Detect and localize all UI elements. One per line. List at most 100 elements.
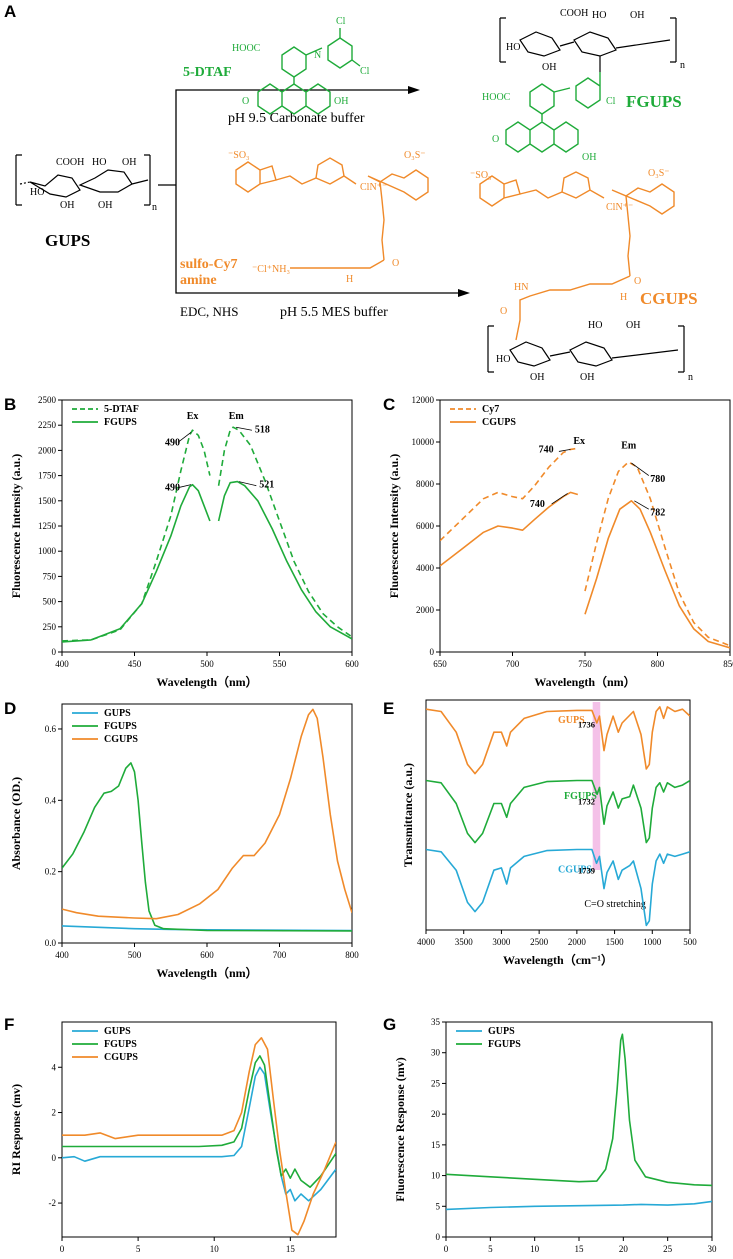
label-fgups: FGUPS — [564, 791, 597, 802]
annotation-peak: 490 — [165, 483, 180, 494]
x-tick-label: 10 — [210, 1244, 220, 1254]
series-line-gups — [62, 1066, 336, 1202]
x-tick-label: 800 — [651, 659, 665, 669]
x-tick-label: 600 — [345, 659, 359, 669]
y-axis-label: Fluorescence Intensity (a.u.) — [387, 454, 401, 598]
y-tick-label: -2 — [49, 1198, 57, 1208]
dtaf-xanthene — [257, 83, 331, 115]
fgups-label: FGUPS — [626, 92, 682, 111]
gups-structure — [15, 154, 151, 206]
y-tick-label: 2 — [52, 1108, 57, 1118]
cy7-condition-right: pH 5.5 MES buffer — [280, 305, 388, 320]
x-tick-label: 500 — [683, 937, 697, 947]
annotation-peak: 490 — [165, 437, 180, 448]
cgups-backbone-atoms: HO OH HO OH OH n — [496, 320, 693, 383]
cy7-o3s: O₃S⁻ — [404, 150, 426, 161]
x-tick-label: 3000 — [492, 937, 511, 947]
x-tick-label: 2500 — [530, 937, 549, 947]
gups-ring-2 — [78, 169, 133, 193]
x-tick-label: 700 — [273, 950, 287, 960]
label-cgups: CGUPS — [558, 865, 592, 876]
y-tick-label: 1000 — [38, 546, 57, 556]
legend-label: GUPS — [104, 708, 131, 719]
dtaf-o: O — [242, 96, 249, 107]
x-tick-label: 500 — [128, 950, 142, 960]
y-tick-label: 10 — [431, 1171, 441, 1181]
annotation-peak: 782 — [650, 508, 665, 519]
x-tick-label: 600 — [200, 950, 214, 960]
series-line-cgups — [62, 1037, 336, 1236]
panel-c-chart: C 650 700 750 800 850 0 2000 4000 6000 8000 10000 12… — [383, 395, 733, 689]
annotation-arrow — [177, 431, 192, 443]
gups-oh-2: OH — [60, 200, 74, 211]
x-tick-label: 15 — [286, 1244, 296, 1254]
legend-label: Cy7 — [482, 404, 499, 415]
y-tick-label: 2250 — [38, 420, 57, 430]
panel-letter-g: G — [383, 1015, 396, 1034]
gups-ho-2: HO — [30, 187, 44, 198]
cgups-o-1: O — [500, 306, 507, 317]
cgups-oh: OH — [626, 320, 640, 331]
fgups-dye-atoms: HOOC Cl O OH — [482, 92, 616, 163]
legend-label: FGUPS — [104, 417, 137, 428]
cgups-o-2: O — [634, 276, 641, 287]
panel-letter-a: A — [4, 2, 16, 21]
dtaf-label: 5-DTAF — [183, 65, 232, 80]
cgups-backbone — [487, 325, 685, 373]
fgups-oh-dye: OH — [582, 152, 596, 163]
y-tick-label: 2000 — [416, 605, 435, 615]
x-tick-label: 4000 — [417, 937, 436, 947]
annotation-peak: 780 — [650, 474, 665, 485]
dtaf-hooc: HOOC — [232, 43, 261, 54]
y-tick-label: 2500 — [38, 395, 57, 405]
panel-g-chart: G05101520253005101520253035Time(min)Fluo… — [383, 1015, 717, 1254]
panel-e-chart: E 4000 3500 3000 2500 2000 1500 1000 500 Waveleng… — [383, 699, 697, 967]
x-axis-label: Wavelength（nm） — [534, 674, 635, 689]
gups-bracket-right — [144, 154, 151, 206]
cgups-oh-2: OH — [530, 372, 544, 383]
y-tick-label: 12000 — [412, 395, 435, 405]
y-tick-label: 5 — [436, 1201, 441, 1211]
x-tick-label: 15 — [575, 1244, 585, 1254]
x-tick-label: 550 — [273, 659, 287, 669]
legend-label: 5-DTAF — [104, 404, 139, 415]
cgups-dye — [479, 171, 675, 341]
x-tick-label: 1000 — [643, 937, 662, 947]
y-tick-label: 1250 — [38, 521, 57, 531]
y-tick-label: 2000 — [38, 445, 57, 455]
series-line-cgups — [440, 491, 579, 567]
gups-ring-1 — [29, 174, 81, 198]
dtaf-triazine — [327, 37, 353, 69]
y-tick-label: 6000 — [416, 521, 435, 531]
cy7-indole-right — [367, 169, 429, 201]
cgups-so3: ⁻SO₃ — [470, 170, 492, 181]
label-co-stretching: C=O stretching — [584, 899, 645, 910]
y-tick-label: 15 — [431, 1140, 441, 1150]
fgups-hooc: HOOC — [482, 92, 511, 103]
fgups-cooh: COOH — [560, 8, 588, 19]
cy7-linker — [379, 181, 385, 261]
y-axis-label: Transmittance (a.u.) — [401, 763, 415, 867]
plot-frame — [61, 1021, 337, 1238]
panel-letter-e: E — [383, 699, 394, 718]
y-axis-label: Fluorescence Response (mv) — [393, 1057, 407, 1201]
fgups-backbone-atoms: COOH HO OH HO OH n — [506, 8, 685, 73]
gups-atoms: COOH HO OH HO OH OH n — [30, 157, 157, 213]
legend-label: FGUPS — [104, 721, 137, 732]
annotation-peak: 740 — [539, 445, 554, 456]
gups-label: GUPS — [45, 231, 90, 250]
y-axis-label: Fluorescence Intensity (a.u.) — [9, 454, 23, 598]
x-tick-label: 400 — [55, 659, 69, 669]
y-tick-label: 0 — [52, 1153, 57, 1163]
y-tick-label: 250 — [43, 622, 57, 632]
x-tick-label: 5 — [488, 1244, 493, 1254]
dtaf-cl-1: Cl — [336, 16, 346, 27]
cgups-label: CGUPS — [640, 289, 698, 308]
cy7-structure — [235, 157, 429, 269]
cy7-amide-chain — [290, 259, 385, 269]
cy7-nh3: ⁻Cl⁺NH₃ — [252, 264, 290, 275]
annotation-peak: 521 — [259, 480, 274, 491]
annotation-em: Em — [621, 440, 637, 451]
annotation-peak: 518 — [255, 424, 270, 435]
panel-a-scheme: A COOH HO OH HO OH OH n GUPS 5-DTAF pH 9… — [4, 2, 698, 383]
